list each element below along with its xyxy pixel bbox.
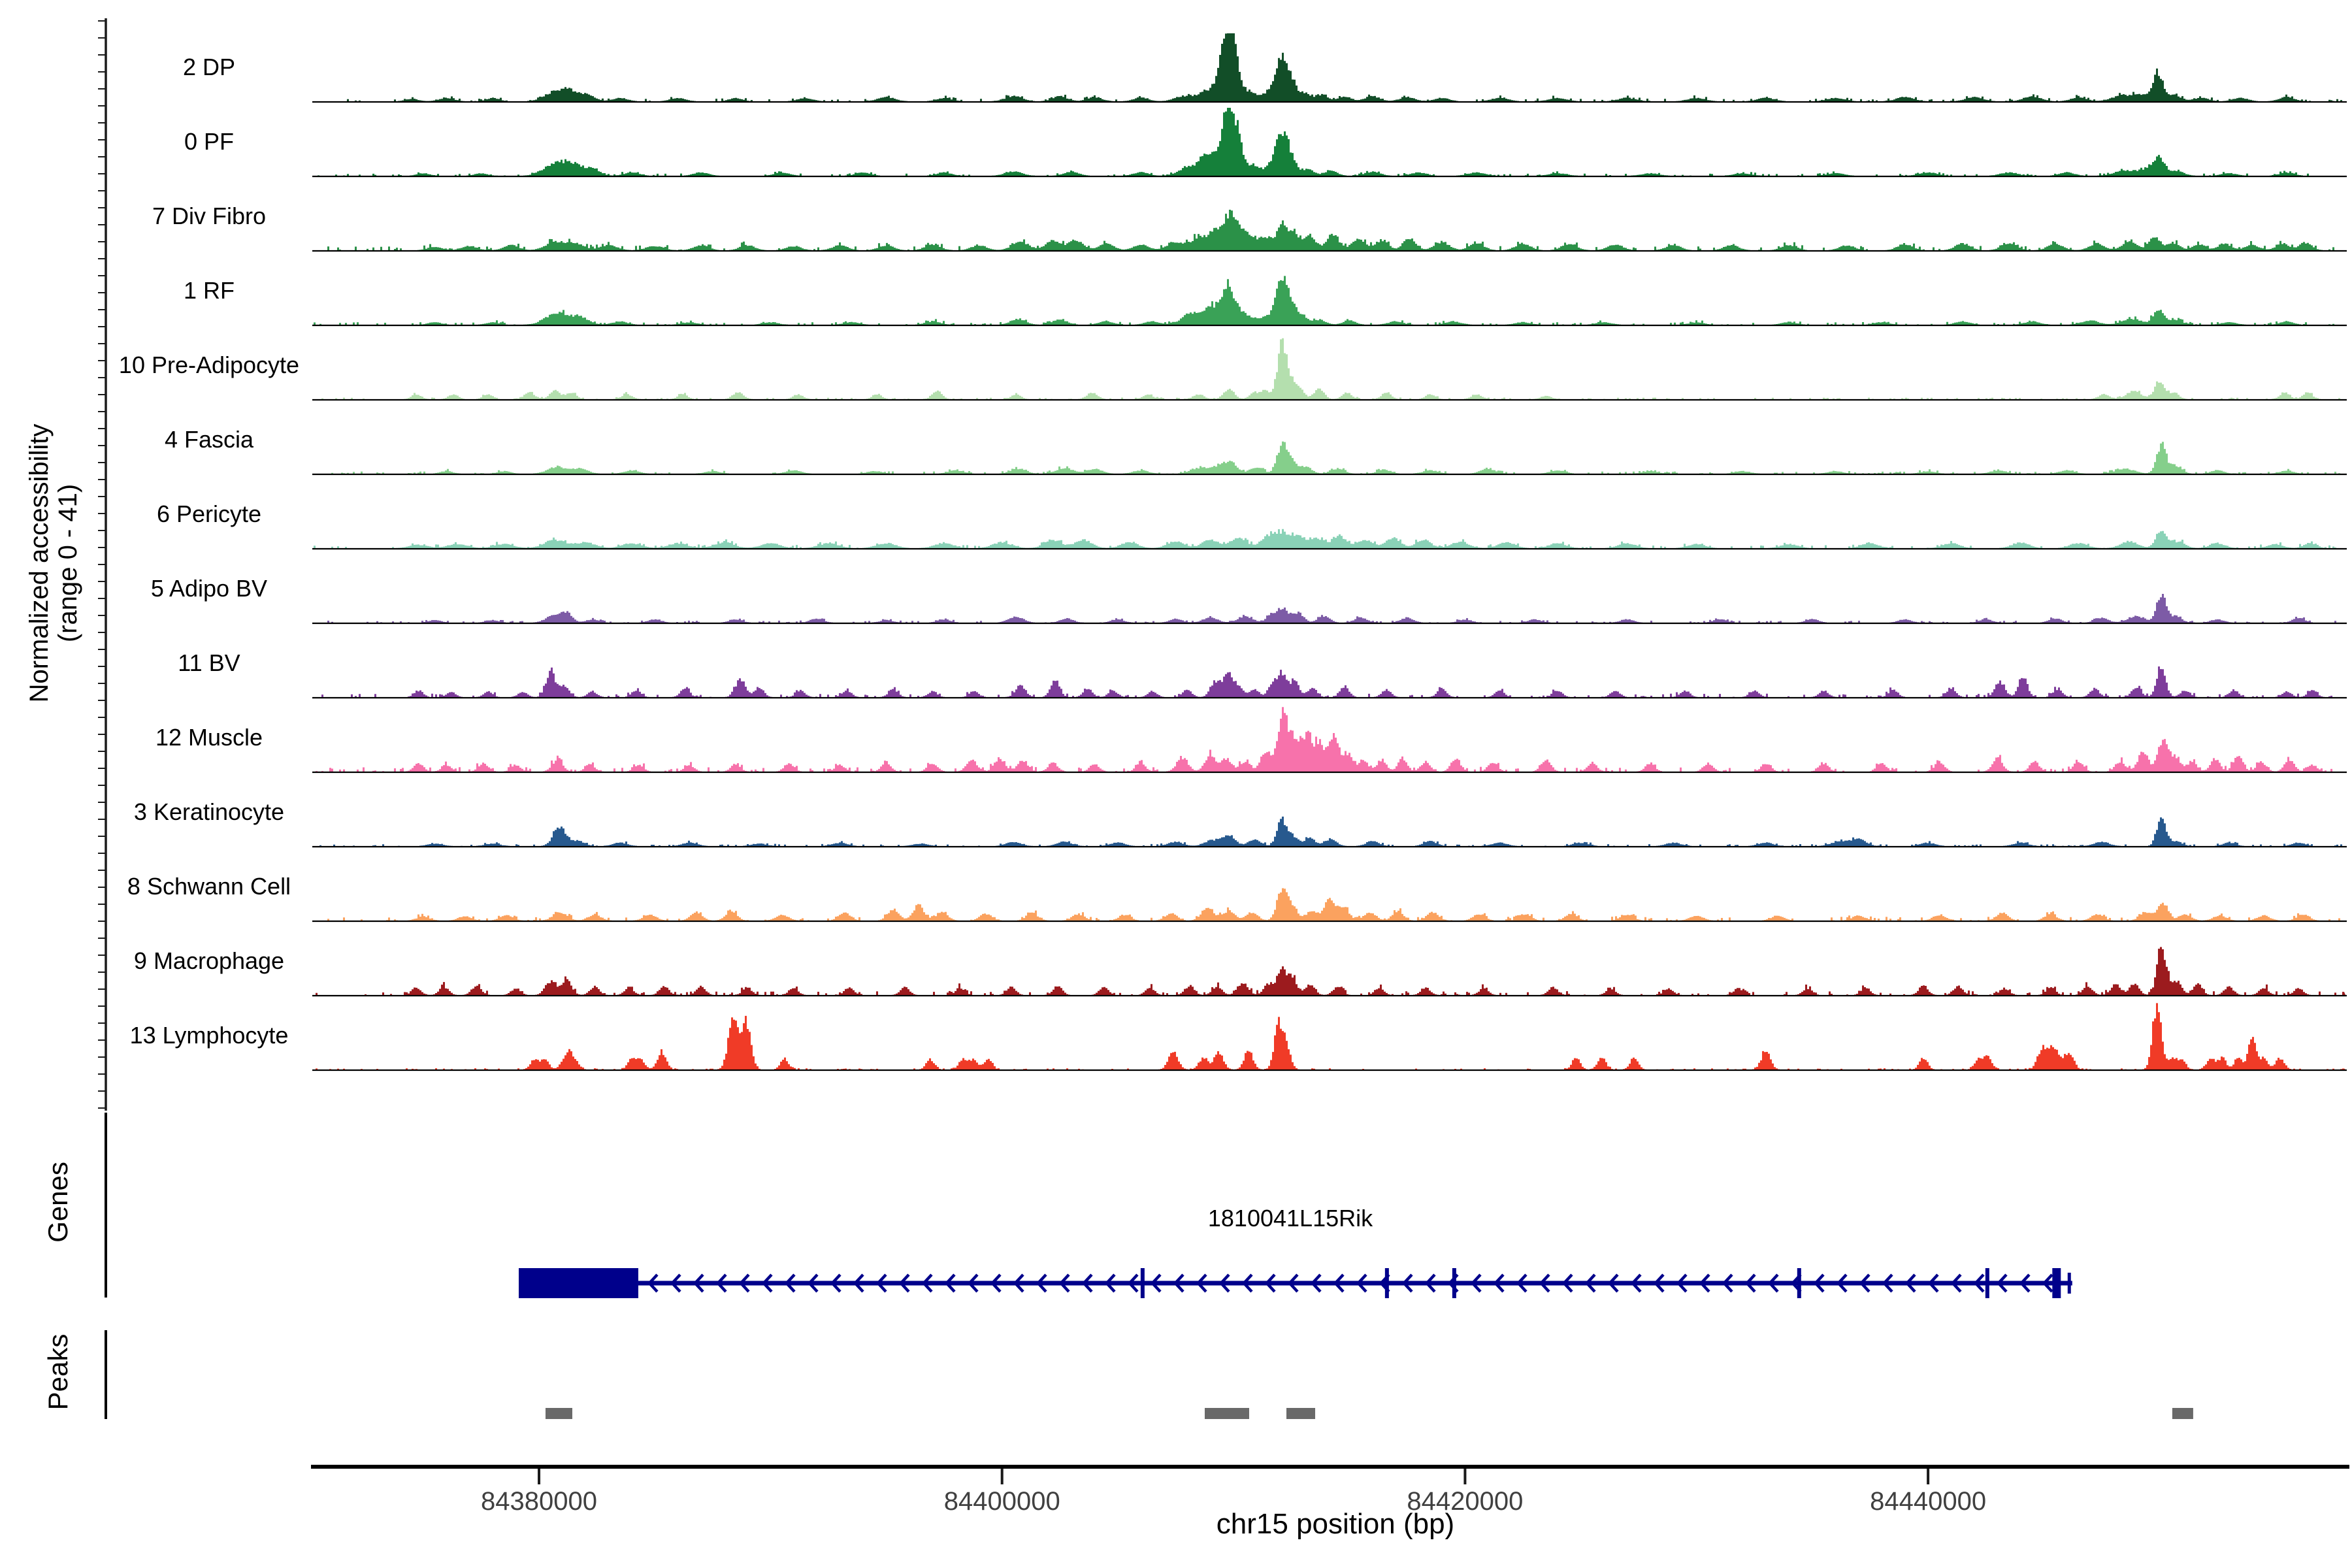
gene-exon-tick-wide xyxy=(2052,1268,2061,1298)
x-axis-title: chr15 position (bp) xyxy=(1216,1508,1455,1540)
gene-intron-line xyxy=(638,1281,2072,1286)
gene-exon-box xyxy=(518,1268,638,1298)
genes-section-label: Genes xyxy=(42,1162,73,1243)
coverage-track-6-pericyte xyxy=(314,529,2345,548)
coverage-track-0-pf xyxy=(314,108,2345,176)
track-label: 13 Lymphocyte xyxy=(129,1022,289,1049)
track-label: 10 Pre-Adipocyte xyxy=(118,351,300,378)
peaks-section-label: Peaks xyxy=(42,1333,73,1411)
x-axis-tick-label: 84440000 xyxy=(1870,1487,1987,1516)
coverage-track-1-rf xyxy=(314,276,2345,325)
y-axis-label-line1: Normalized accessibility xyxy=(25,423,54,703)
gene-exon-tick xyxy=(1985,1268,1989,1298)
x-axis-tick-label: 84380000 xyxy=(481,1487,597,1516)
gene-name-label: 1810041L15Rik xyxy=(1207,1205,1373,1232)
track-label: 2 DP xyxy=(182,54,236,80)
peak-calls xyxy=(545,1408,2193,1419)
track-label: 6 Pericyte xyxy=(156,500,262,527)
track-label: 1 RF xyxy=(183,277,235,304)
track-label: 12 Muscle xyxy=(155,724,263,751)
coverage-tracks xyxy=(312,33,2347,1071)
track-label: 4 Fascia xyxy=(164,426,254,453)
coverage-track-2-dp xyxy=(314,33,2345,101)
track-label: 3 Keratinocyte xyxy=(133,798,285,825)
coverage-track-9-macrophage xyxy=(314,947,2345,995)
coverage-track-4-fascia xyxy=(314,441,2345,474)
track-label: 7 Div Fibro xyxy=(152,203,267,229)
track-label: 0 PF xyxy=(184,128,235,155)
minus-strand-arrow-icons xyxy=(647,1273,2053,1293)
gene-exon-tick xyxy=(1140,1268,1145,1298)
coverage-track-5-adipo-bv xyxy=(314,594,2345,623)
peak-interval-box xyxy=(1204,1408,1249,1419)
peak-interval-box xyxy=(1286,1408,1316,1419)
coverage-track-10-pre-adipocyte xyxy=(314,338,2345,399)
x-axis xyxy=(311,1465,2349,1484)
x-axis-tick-label: 84400000 xyxy=(943,1487,1060,1516)
track-label: 11 BV xyxy=(178,649,240,676)
coverage-track-7-div-fibro xyxy=(314,210,2345,250)
x-axis-tick-label: 84420000 xyxy=(1407,1487,1524,1516)
track-label: 9 Macrophage xyxy=(133,947,285,974)
gene-exon-tick xyxy=(1797,1268,1801,1298)
peak-interval-box xyxy=(545,1408,572,1419)
track-label: 8 Schwann Cell xyxy=(127,873,291,900)
gene-end-tick xyxy=(2067,1273,2071,1294)
coverage-track-11-bv xyxy=(314,666,2345,697)
peak-interval-box xyxy=(2172,1408,2193,1419)
y-axis-label-line2: (range 0 - 41) xyxy=(54,483,82,643)
coverage-track-8-schwann-cell xyxy=(314,888,2345,921)
gene-exon-tick xyxy=(1452,1268,1456,1298)
coverage-track-13-lymphocyte xyxy=(314,1003,2345,1070)
coverage-track-12-muscle xyxy=(314,707,2345,772)
track-label: 5 Adipo BV xyxy=(150,575,268,602)
y-axis-label: Normalized accessibility (range 0 - 41) xyxy=(25,335,82,792)
y-axis-ruler xyxy=(98,18,107,1111)
coverage-track-3-keratinocyte xyxy=(314,816,2345,846)
gene-exon-tick xyxy=(1384,1268,1389,1298)
x-axis-line xyxy=(311,1465,2349,1469)
gene-model xyxy=(518,1268,2072,1298)
